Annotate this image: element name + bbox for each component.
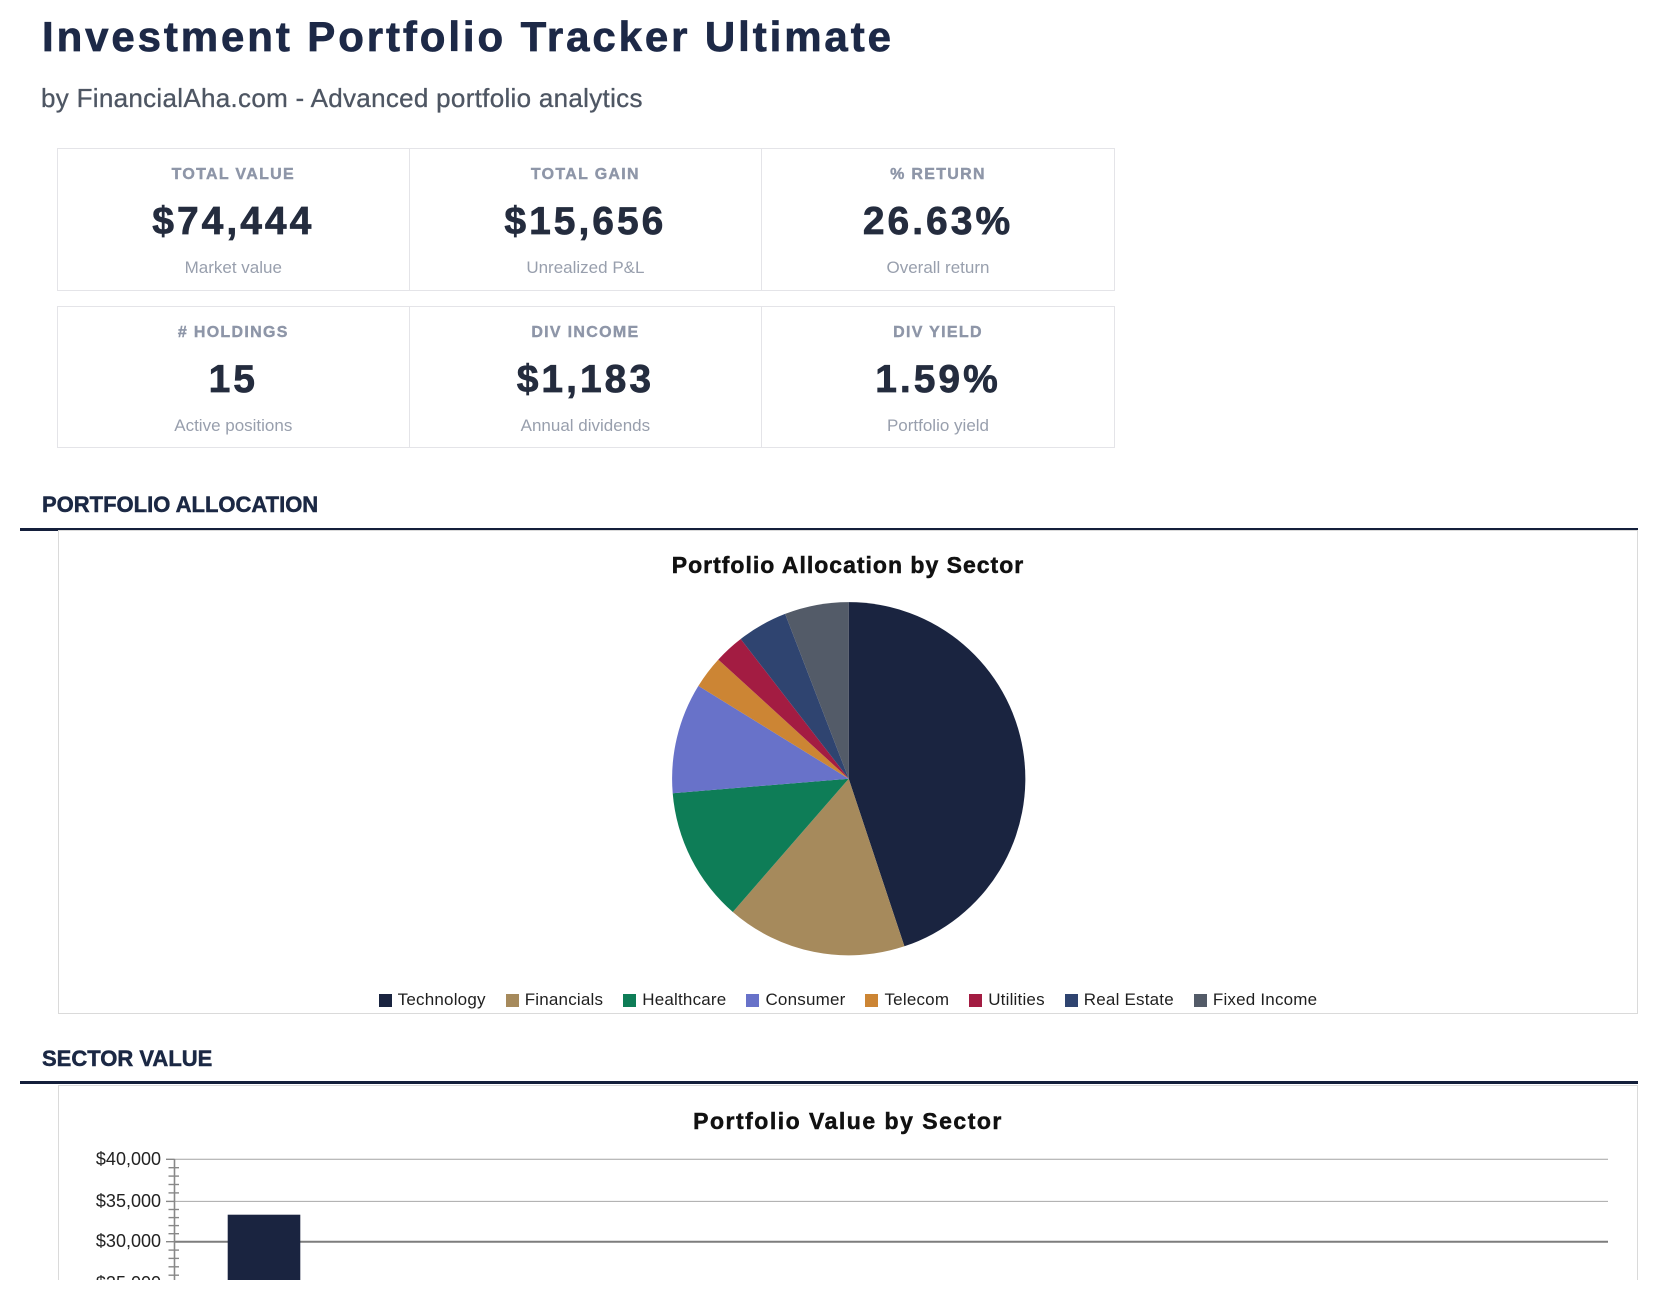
svg-text:$35,000: $35,000 bbox=[96, 1191, 161, 1211]
svg-text:$40,000: $40,000 bbox=[96, 1149, 161, 1169]
svg-text:$30,000: $30,000 bbox=[96, 1231, 161, 1251]
svg-text:$25,000: $25,000 bbox=[96, 1273, 161, 1280]
